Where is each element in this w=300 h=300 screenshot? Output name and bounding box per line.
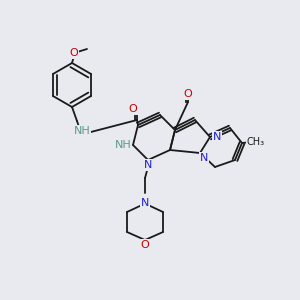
Text: O: O xyxy=(141,240,149,250)
Text: O: O xyxy=(70,48,78,58)
Text: CH₃: CH₃ xyxy=(247,137,265,147)
Text: N: N xyxy=(213,132,221,142)
Text: NH: NH xyxy=(115,140,131,150)
Text: N: N xyxy=(144,160,152,170)
Text: NH: NH xyxy=(74,126,90,136)
Text: N: N xyxy=(141,198,149,208)
Text: N: N xyxy=(200,153,208,163)
Text: O: O xyxy=(184,89,192,99)
Text: O: O xyxy=(129,104,137,114)
